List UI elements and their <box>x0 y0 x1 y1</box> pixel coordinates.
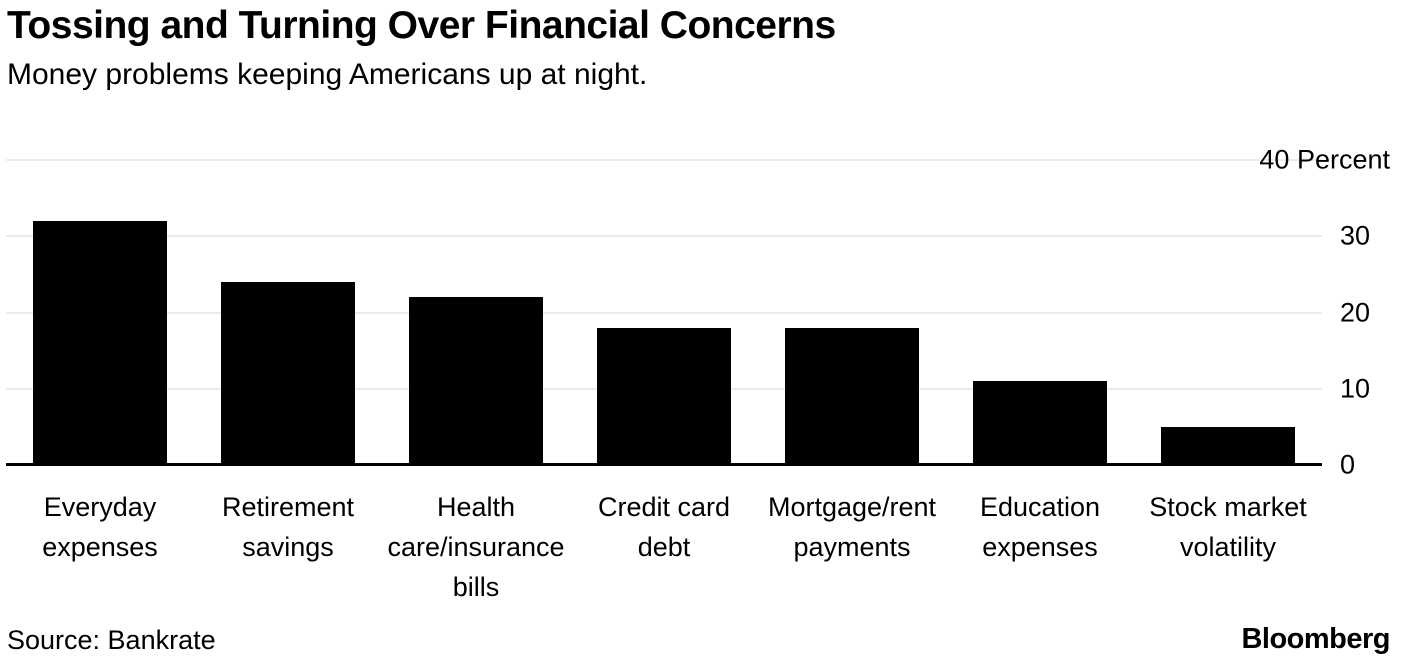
bar-2 <box>409 297 543 465</box>
x-axis-label-line: Mortgage/rent <box>767 492 937 522</box>
gridline <box>6 235 1322 237</box>
y-axis-tick-label: 10 <box>1340 373 1371 404</box>
bar-3 <box>597 327 731 465</box>
bars-container <box>6 160 1322 465</box>
bar-0 <box>33 221 167 465</box>
bar-6 <box>1161 426 1295 465</box>
x-axis-label-line: payments <box>793 532 911 562</box>
x-axis-label-line: debt <box>637 532 691 562</box>
plot-area <box>6 159 1322 466</box>
x-axis-label: Retirement savings <box>194 487 382 607</box>
source-credit: Source: Bankrate <box>7 625 216 655</box>
x-axis-label-line: Credit card <box>597 492 731 522</box>
bar-slot <box>758 160 946 465</box>
gridline <box>6 312 1322 313</box>
bar-4 <box>785 327 919 465</box>
x-axis-label-line: expenses <box>42 532 158 562</box>
x-axis-label-line: Health <box>436 492 516 522</box>
x-axis-labels: Everyday expenses Retirement savings Health c… <box>6 487 1322 607</box>
x-axis-label: Credit card debt <box>570 487 758 607</box>
bar-slot <box>194 160 382 465</box>
x-axis-label-line: bills <box>452 572 500 602</box>
x-axis-baseline <box>6 463 1322 466</box>
y-axis-tick-label: 40 Percent <box>1259 144 1390 175</box>
gridline <box>6 159 1322 161</box>
bloomberg-logo: Bloomberg <box>1241 623 1390 655</box>
x-axis-label-line: Education <box>979 492 1101 522</box>
bar-slot <box>6 160 194 465</box>
x-axis-label-line: volatility <box>1179 532 1277 562</box>
x-axis-label-line: Stock market <box>1149 492 1307 522</box>
x-axis-label: Health care/insurance bills <box>382 487 570 607</box>
bar-5 <box>973 381 1107 465</box>
bar-1 <box>221 282 355 465</box>
bar-slot <box>1134 160 1322 465</box>
x-axis-label-line: Retirement <box>221 492 355 522</box>
x-axis-label-line: Everyday <box>43 492 157 522</box>
x-axis-label: Education expenses <box>946 487 1134 607</box>
y-axis-tick-label: 0 <box>1340 449 1356 480</box>
bar-slot <box>382 160 570 465</box>
x-axis-label-line: care/insurance <box>387 532 565 562</box>
chart-title: Tossing and Turning Over Financial Conce… <box>7 4 836 47</box>
bar-slot <box>946 160 1134 465</box>
x-axis-label-line: savings <box>242 532 334 562</box>
y-axis-tick-label: 30 <box>1340 220 1371 251</box>
y-axis-tick-label: 20 <box>1340 297 1371 327</box>
x-axis-label: Mortgage/rent payments <box>758 487 946 607</box>
bar-slot <box>570 160 758 465</box>
chart-subtitle: Money problems keeping Americans up at n… <box>7 58 648 91</box>
x-axis-label: Everyday expenses <box>6 487 194 607</box>
x-axis-label: Stock market volatility <box>1134 487 1322 607</box>
x-axis-label-line: expenses <box>982 532 1098 562</box>
